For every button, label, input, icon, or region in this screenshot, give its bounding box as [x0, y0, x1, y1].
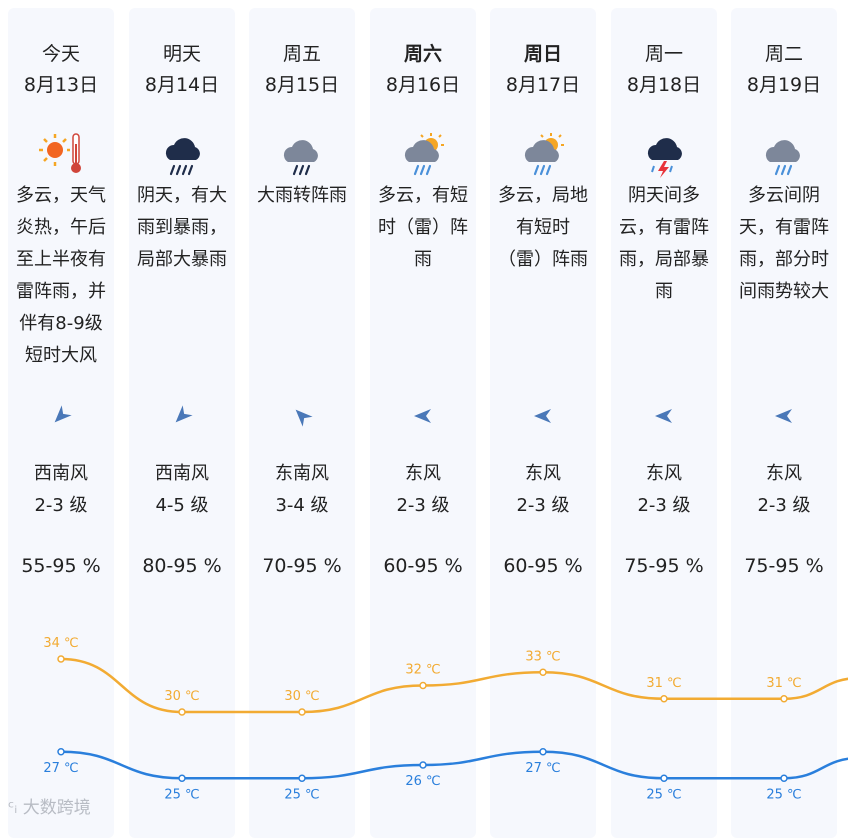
wind-direction: 西南风: [155, 463, 209, 484]
weather-description: 多云，局地有短时（雷）阵雨: [498, 185, 588, 270]
day-name: 明天: [162, 43, 201, 65]
light-rain-icon: [731, 130, 837, 178]
humidity: 60-95 %: [503, 555, 583, 577]
day-column: 周二 8月19日 多云间阴天，有雷阵雨，部分时间雨势较大 东风 2-3 级 75…: [731, 8, 837, 838]
wind-direction-arrow-icon: [731, 404, 837, 432]
watermark-text: 大数跨境: [22, 798, 91, 818]
day-date: 8月18日: [626, 74, 702, 96]
day-date: 8月13日: [23, 74, 99, 96]
weather-description: 大雨转阵雨: [257, 185, 347, 206]
weather-description: 多云，天气炎热，午后至上半夜有雷阵雨，并伴有8-9级短时大风: [16, 185, 106, 366]
wind-direction-arrow-icon: [370, 404, 476, 432]
rain-icon: [249, 130, 355, 178]
sun-cloud-rain-icon: [370, 130, 476, 178]
watermark: ᶜᵢ 大数跨境: [8, 793, 91, 818]
day-name: 周六: [403, 43, 442, 65]
wind-direction: 东风: [766, 463, 802, 484]
wind-direction: 东风: [405, 463, 441, 484]
sunny-hot-icon: [8, 130, 114, 178]
wind-direction-arrow-icon: [8, 404, 114, 432]
wind-level: 2-3 级: [516, 495, 570, 516]
day-date: 8月15日: [264, 74, 340, 96]
day-date: 8月16日: [385, 74, 461, 96]
sun-cloud-rain-icon: [490, 130, 596, 178]
day-column: 周一 8月18日 阴天间多云，有雷阵雨，局部暴雨 东风 2-3 级 75-95 …: [611, 8, 717, 838]
wind-direction: 东风: [525, 463, 561, 484]
day-name: 周日: [523, 43, 562, 65]
day-column: 今天 8月13日 多云，天气炎热，午后至上半夜有雷阵雨，并伴有8-9级短时大风 …: [8, 8, 114, 838]
day-column: 周日 8月17日 多云，局地有短时（雷）阵雨 东风 2-3 级 60-95 %: [490, 8, 596, 838]
watermark-logo-icon: ᶜᵢ: [8, 798, 18, 818]
day-column: 周六 8月16日 多云，有短时（雷）阵雨 东风 2-3 级 60-95 %: [370, 8, 476, 838]
weather-description: 阴天间多云，有雷阵雨，局部暴雨: [619, 185, 709, 302]
wind-direction-arrow-icon: [611, 404, 717, 432]
humidity: 75-95 %: [744, 555, 824, 577]
wind-direction-arrow-icon: [490, 404, 596, 432]
weather-description: 阴天，有大雨到暴雨，局部大暴雨: [137, 185, 227, 270]
wind-level: 2-3 级: [757, 495, 811, 516]
heavy-rain-icon: [129, 130, 235, 178]
weather-description: 多云间阴天，有雷阵雨，部分时间雨势较大: [739, 185, 829, 302]
humidity: 80-95 %: [142, 555, 222, 577]
thunderstorm-icon: [611, 130, 717, 178]
day-date: 8月17日: [505, 74, 581, 96]
day-name: 周二: [764, 43, 803, 65]
day-column: 明天 8月14日 阴天，有大雨到暴雨，局部大暴雨 西南风 4-5 级 80-95…: [129, 8, 235, 838]
day-date: 8月19日: [746, 74, 822, 96]
day-name: 周一: [644, 43, 683, 65]
day-name: 今天: [41, 43, 80, 65]
day-date: 8月14日: [144, 74, 220, 96]
humidity: 60-95 %: [383, 555, 463, 577]
wind-level: 2-3 级: [34, 495, 88, 516]
wind-direction: 东风: [646, 463, 682, 484]
day-column: 周五 8月15日 大雨转阵雨 东南风 3-4 级 70-95 %: [249, 8, 355, 838]
wind-level: 4-5 级: [155, 495, 209, 516]
wind-level: 2-3 级: [637, 495, 691, 516]
humidity: 55-95 %: [21, 555, 101, 577]
weather-description: 多云，有短时（雷）阵雨: [378, 185, 468, 270]
wind-direction: 西南风: [34, 463, 88, 484]
day-name: 周五: [282, 43, 321, 65]
wind-direction-arrow-icon: [249, 404, 355, 432]
wind-level: 2-3 级: [396, 495, 450, 516]
wind-direction: 东南风: [275, 463, 329, 484]
wind-direction-arrow-icon: [129, 404, 235, 432]
wind-level: 3-4 级: [275, 495, 329, 516]
humidity: 70-95 %: [262, 555, 342, 577]
humidity: 75-95 %: [624, 555, 704, 577]
